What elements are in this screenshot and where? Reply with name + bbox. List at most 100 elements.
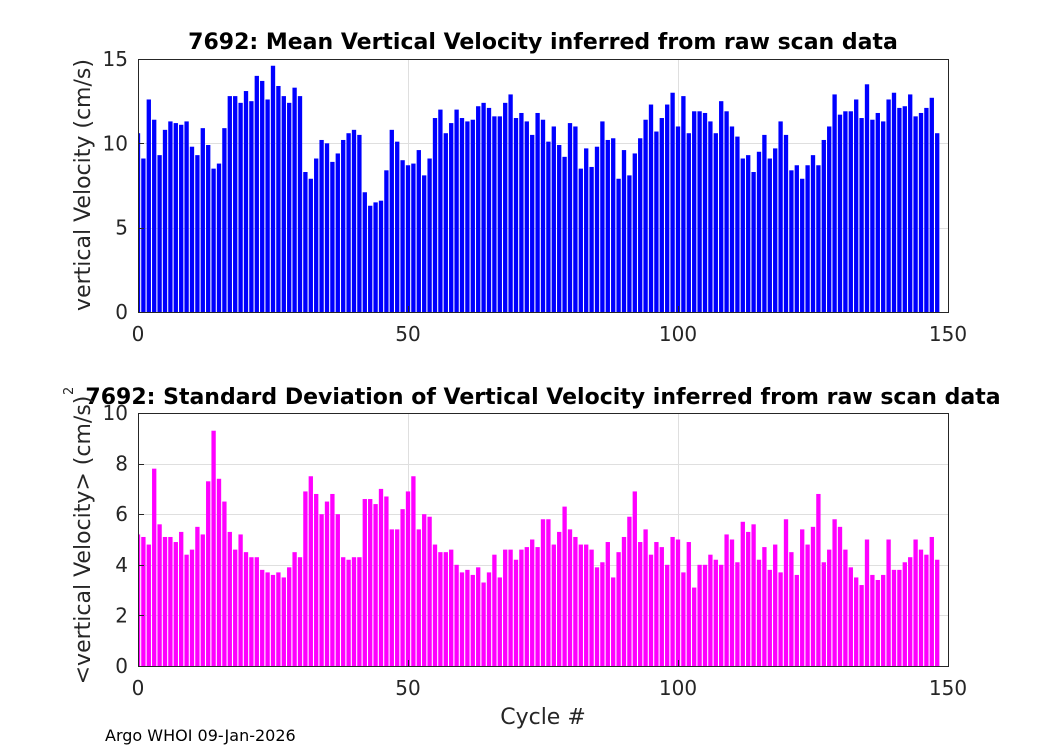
- top-bar: [621, 150, 627, 312]
- bottom-x-tick-label: 50: [395, 676, 420, 700]
- top-bar: [935, 133, 940, 312]
- bottom-bar: [567, 529, 573, 666]
- bottom-bar: [146, 544, 151, 666]
- bottom-bar: [395, 529, 400, 666]
- bottom-bar: [287, 567, 292, 666]
- bottom-bar: [157, 524, 162, 666]
- top-y-tick-label: 5: [115, 216, 128, 240]
- top-bar: [492, 116, 497, 312]
- bottom-bar: [308, 476, 313, 666]
- top-bar: [206, 145, 211, 312]
- top-bar: [665, 104, 670, 312]
- top-bar: [330, 161, 335, 312]
- bottom-bar: [335, 514, 340, 666]
- top-bar: [162, 129, 168, 312]
- bottom-bar: [254, 557, 259, 666]
- bottom-bar: [454, 564, 459, 666]
- bottom-chart-title: 7692: Standard Deviation of Vertical Vel…: [85, 385, 1000, 410]
- bottom-bar: [270, 574, 276, 666]
- top-bar: [486, 107, 492, 312]
- top-bar: [551, 126, 556, 312]
- top-bar: [848, 111, 853, 312]
- top-bar: [519, 112, 524, 312]
- top-bar: [470, 119, 475, 312]
- top-bar: [351, 129, 357, 312]
- bottom-bar: [627, 516, 632, 666]
- bottom-bar: [702, 564, 708, 666]
- top-bar: [648, 104, 654, 312]
- bottom-bar: [805, 544, 810, 666]
- bottom-bar: [368, 499, 373, 666]
- top-bar: [762, 134, 767, 312]
- top-bar: [152, 119, 157, 312]
- top-bar: [384, 170, 389, 312]
- top-bar: [292, 87, 297, 312]
- top-bar: [195, 155, 200, 312]
- bottom-bar: [357, 557, 362, 666]
- top-bar: [881, 121, 886, 312]
- bottom-bar: [362, 499, 367, 666]
- bottom-bar: [378, 488, 384, 666]
- top-bar: [854, 99, 859, 312]
- top-bar: [756, 151, 762, 312]
- bottom-bar: [206, 481, 211, 666]
- bottom-bar: [195, 526, 200, 666]
- bottom-bar: [449, 549, 454, 666]
- bottom-bar: [654, 542, 659, 666]
- top-bar: [578, 168, 583, 312]
- top-bar: [416, 150, 421, 312]
- bottom-bar: [848, 567, 853, 666]
- bottom-bar: [594, 567, 600, 666]
- top-bar: [605, 139, 610, 312]
- top-bar: [600, 121, 605, 312]
- top-bar: [638, 138, 643, 312]
- bottom-bar: [908, 557, 913, 666]
- bottom-x-tick-label: 100: [659, 676, 697, 700]
- top-bar: [562, 156, 567, 312]
- top-bar: [686, 133, 691, 312]
- bottom-bar: [751, 524, 756, 666]
- top-bar: [249, 101, 254, 312]
- top-bar: [886, 99, 891, 312]
- top-bar: [670, 92, 675, 312]
- top-bar: [702, 112, 708, 312]
- bottom-bar: [675, 539, 681, 666]
- bottom-bar: [497, 577, 502, 666]
- top-bar: [373, 202, 378, 312]
- bottom-bar: [913, 539, 918, 666]
- top-bar: [816, 165, 821, 312]
- top-bar: [810, 155, 816, 312]
- bottom-bar: [719, 564, 724, 666]
- top-bar: [400, 160, 405, 312]
- bottom-bar: [665, 564, 670, 666]
- top-bar: [692, 111, 697, 312]
- top-bar: [238, 102, 243, 312]
- bottom-bar: [854, 577, 859, 666]
- bottom-bar: [476, 567, 481, 666]
- top-bar: [260, 80, 265, 313]
- bottom-y-tick-label: 4: [115, 553, 128, 577]
- bottom-bar: [891, 569, 897, 666]
- bottom-bar: [400, 509, 405, 666]
- top-bar: [200, 128, 205, 312]
- bottom-bar: [735, 562, 740, 666]
- top-bar: [913, 116, 918, 312]
- top-bar: [891, 92, 897, 312]
- bottom-bar: [211, 430, 216, 666]
- bottom-bar: [611, 577, 616, 666]
- bottom-bar: [330, 493, 335, 666]
- top-bar: [557, 145, 562, 312]
- top-bar: [681, 96, 686, 312]
- top-bar: [584, 148, 589, 312]
- top-bar: [918, 112, 924, 312]
- top-bar: [265, 99, 270, 312]
- top-tick-labels: 0 50 100 150 0 5 10 15: [103, 47, 968, 346]
- bottom-bar: [470, 574, 475, 666]
- bottom-bar: [810, 526, 816, 666]
- top-x-tick-label: 50: [395, 322, 420, 346]
- bottom-bar: [465, 569, 470, 666]
- bottom-bar: [184, 554, 189, 666]
- bottom-bar: [573, 536, 578, 666]
- bottom-y-tick-label: 0: [115, 654, 128, 678]
- bottom-bar: [530, 539, 535, 666]
